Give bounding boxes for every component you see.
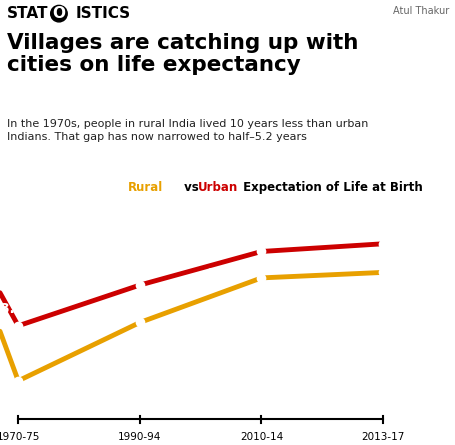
Text: In the 1970s, people in rural India lived 10 years less than urban
Indians. That: In the 1970s, people in rural India live… bbox=[7, 119, 367, 142]
Text: Source: SRS: Source: SRS bbox=[389, 396, 449, 405]
Text: 65.4: 65.4 bbox=[113, 261, 147, 275]
Text: O: O bbox=[52, 6, 66, 21]
Text: 2013-17: 2013-17 bbox=[360, 432, 404, 442]
Text: 67.7: 67.7 bbox=[404, 255, 438, 270]
Text: ISTICS: ISTICS bbox=[75, 6, 130, 21]
Text: Atul Thakur: Atul Thakur bbox=[392, 6, 448, 16]
Text: 1990-94: 1990-94 bbox=[118, 432, 161, 442]
Text: O: O bbox=[52, 6, 66, 21]
Text: STAT: STAT bbox=[7, 6, 48, 21]
Text: 72.9: 72.9 bbox=[379, 227, 414, 241]
Text: 66.7: 66.7 bbox=[205, 267, 239, 281]
Text: 58.0: 58.0 bbox=[0, 302, 25, 316]
Text: Urban: Urban bbox=[198, 182, 238, 194]
Text: 48.0: 48.0 bbox=[0, 403, 28, 417]
Text: 2010-14: 2010-14 bbox=[239, 432, 283, 442]
Text: 58.6: 58.6 bbox=[135, 344, 169, 358]
Text: Villages are catching up with
cities on life expectancy: Villages are catching up with cities on … bbox=[7, 33, 358, 75]
Text: 71.5: 71.5 bbox=[207, 227, 242, 242]
Text: vs: vs bbox=[180, 182, 202, 194]
Text: Expectation of Life at Birth: Expectation of Life at Birth bbox=[239, 182, 422, 194]
Text: Rural: Rural bbox=[127, 182, 162, 194]
Text: 1970-75: 1970-75 bbox=[0, 432, 40, 442]
